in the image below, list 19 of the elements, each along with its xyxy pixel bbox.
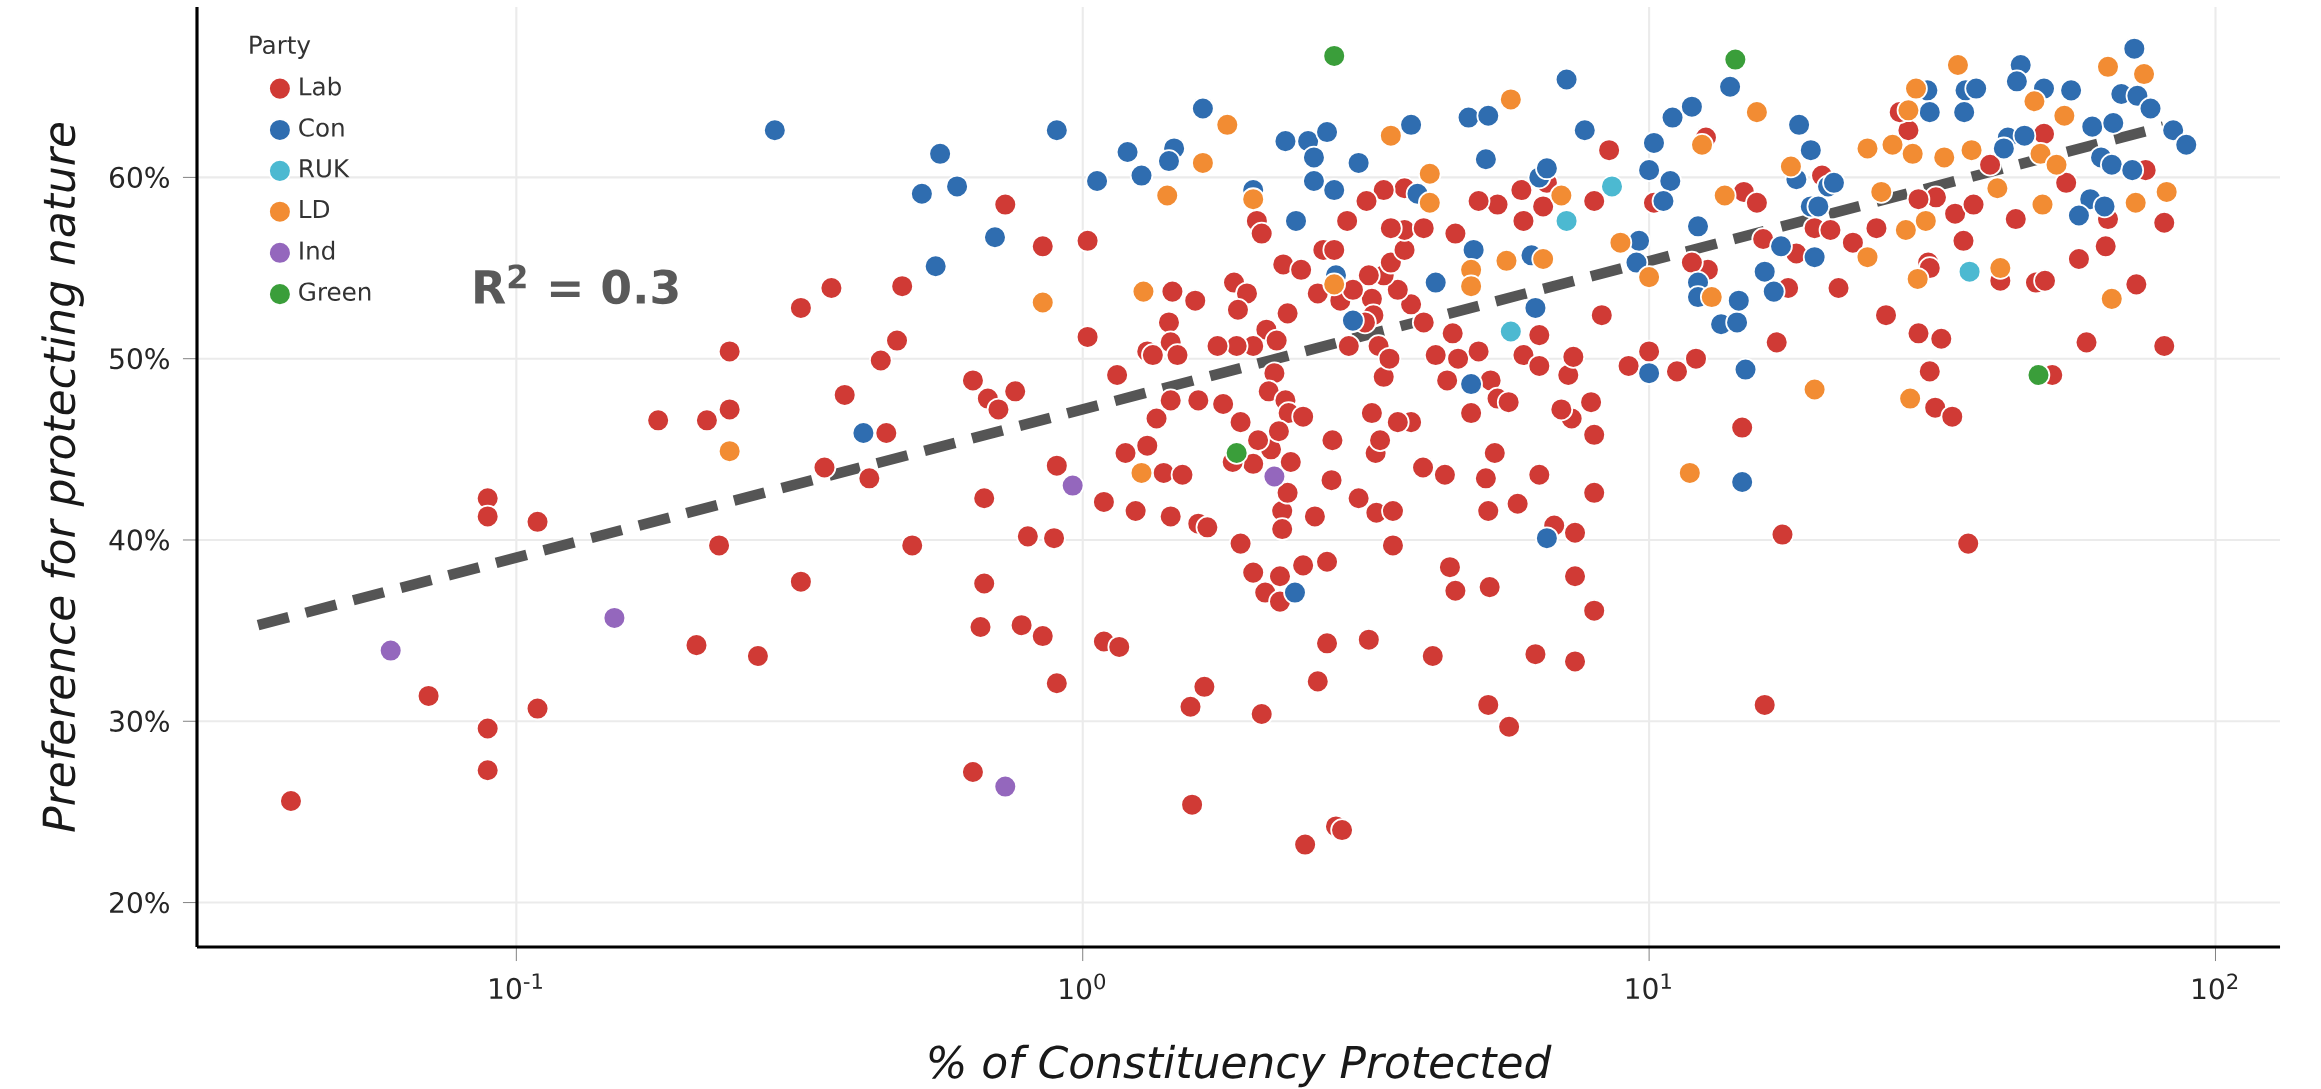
- legend-title: Party: [250, 35, 311, 59]
- y-tick-label: 40%: [109, 529, 169, 551]
- legend-label: Green: [299, 282, 371, 301]
- legend-label: Ind: [300, 240, 335, 260]
- y-tick-label: 30%: [110, 710, 169, 732]
- legend-label: Lab: [300, 76, 341, 96]
- x-tick-label: 10$^{1}$: [1626, 973, 1671, 1000]
- y-axis-title: Preference for protecting nature: [41, 123, 84, 832]
- legend-label: Con: [299, 118, 344, 137]
- x-tick-label: 10$^{2}$: [2193, 973, 2238, 1000]
- x-tick-label: 10$^{-1}$: [490, 973, 542, 1000]
- y-tick-label: 50%: [110, 348, 169, 370]
- x-axis-title: % of Constituency Protected: [929, 1044, 1552, 1088]
- y-tick-label: 60%: [110, 166, 169, 189]
- annotation: R$^{2}$ = 0.3: [475, 264, 678, 305]
- x-tick-label: 10$^{0}$: [1060, 973, 1106, 1000]
- y-tick-label: 20%: [110, 891, 169, 914]
- legend-label: RUK: [300, 159, 350, 178]
- legend-label: LD: [300, 200, 330, 218]
